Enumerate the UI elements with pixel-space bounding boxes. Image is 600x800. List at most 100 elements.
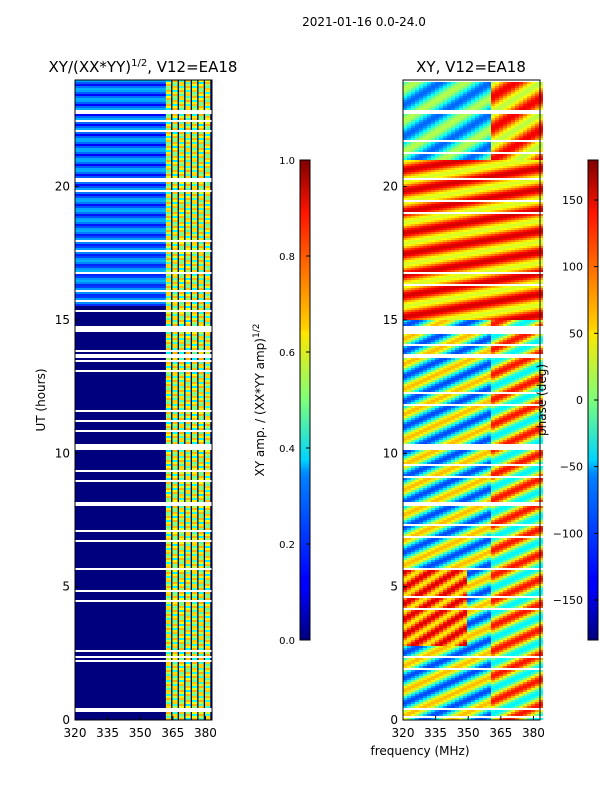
amplitude-cell [165, 680, 172, 682]
phase-cell [467, 240, 471, 242]
phase-cell [403, 162, 407, 164]
phase-cell [427, 198, 431, 200]
phase-cell [515, 224, 519, 226]
amplitude-cell [198, 202, 204, 204]
phase-cell [447, 122, 451, 124]
amplitude-cell [191, 542, 198, 544]
phase-cell [431, 180, 435, 182]
phase-cell [451, 250, 455, 252]
phase-cell [451, 122, 455, 124]
phase-cell [415, 126, 419, 128]
amplitude-cell [198, 236, 204, 238]
amplitude-cell [178, 188, 185, 190]
phase-cell [507, 84, 511, 86]
amplitude-cell [205, 342, 211, 344]
phase-cell [511, 242, 515, 244]
amplitude-cell [165, 414, 172, 416]
phase-cell [407, 254, 411, 256]
flagged-row [75, 540, 212, 542]
phase-cell [411, 176, 415, 178]
phase-cell [503, 92, 507, 94]
phase-cell [515, 216, 519, 218]
phase-cell [411, 236, 415, 238]
phase-cell [455, 154, 459, 156]
amplitude-cell [165, 346, 172, 348]
phase-cell [491, 256, 495, 258]
phase-cell [523, 238, 527, 240]
phase-cell [471, 204, 475, 206]
amplitude-cell [191, 312, 198, 314]
phase-cell [403, 100, 407, 102]
amplitude-cell [198, 704, 204, 706]
amplitude-cell [178, 104, 185, 106]
phase-cell [531, 114, 535, 116]
phase-cell [403, 190, 407, 192]
phase-cell [535, 230, 539, 232]
phase-cell [539, 96, 543, 98]
amplitude-cell [165, 442, 172, 444]
phase-cell [403, 206, 407, 208]
amplitude-cell [178, 160, 185, 162]
amplitude-cell [178, 214, 185, 216]
amplitude-cell [165, 342, 172, 344]
phase-cell [503, 90, 507, 92]
phase-cell [531, 190, 535, 192]
phase-cell [463, 252, 467, 254]
phase-cell [531, 160, 535, 162]
phase-cell [531, 252, 535, 254]
phase-cell [431, 150, 435, 152]
amplitude-cell [172, 578, 178, 580]
phase-cell [515, 124, 519, 126]
phase-cell [439, 202, 443, 204]
amplitude-cell [185, 380, 191, 382]
phase-cell [459, 136, 463, 138]
phase-cell [435, 188, 439, 190]
amplitude-cell [198, 450, 204, 452]
phase-cell [499, 160, 503, 162]
phase-cell [451, 208, 455, 210]
amplitude-cell [198, 214, 204, 216]
phase-cell [463, 232, 467, 234]
phase-cell [507, 118, 511, 120]
phase-cell [471, 196, 475, 198]
amplitude-cell [191, 222, 198, 224]
amplitude-cell [172, 236, 178, 238]
amplitude-cell [165, 216, 172, 218]
phase-cell [459, 84, 463, 86]
phase-cell [479, 92, 483, 94]
phase-cell [503, 114, 507, 116]
amplitude-cell [198, 222, 204, 224]
phase-cell [427, 166, 431, 168]
phase-cell [455, 106, 459, 108]
amplitude-cell [172, 126, 178, 128]
amplitude-cell [191, 244, 198, 246]
phase-cell [439, 164, 443, 166]
phase-cell [479, 174, 483, 176]
phase-cell [455, 236, 459, 238]
phase-cell [415, 220, 419, 222]
phase-cell [495, 172, 499, 174]
phase-cell [495, 238, 499, 240]
phase-cell [523, 172, 527, 174]
amplitude-cell [205, 482, 211, 484]
phase-cell [415, 124, 419, 126]
phase-cell [523, 150, 527, 152]
amplitude-cell [165, 624, 172, 626]
amplitude-cell [185, 154, 191, 156]
phase-cell [411, 138, 415, 140]
amplitude-cell [178, 496, 185, 498]
phase-cell [423, 132, 427, 134]
phase-cell [451, 138, 455, 140]
phase-cell [407, 240, 411, 242]
phase-cell [419, 224, 423, 226]
phase-cell [515, 142, 519, 144]
phase-cell [487, 204, 491, 206]
amplitude-cell [165, 222, 172, 224]
phase-cell [507, 164, 511, 166]
phase-cell [403, 142, 407, 144]
amplitude-cell [198, 578, 204, 580]
amplitude-row [75, 200, 167, 202]
amplitude-cell [165, 604, 172, 606]
amplitude-colorbar-tick-label: 0.8 [279, 252, 295, 263]
